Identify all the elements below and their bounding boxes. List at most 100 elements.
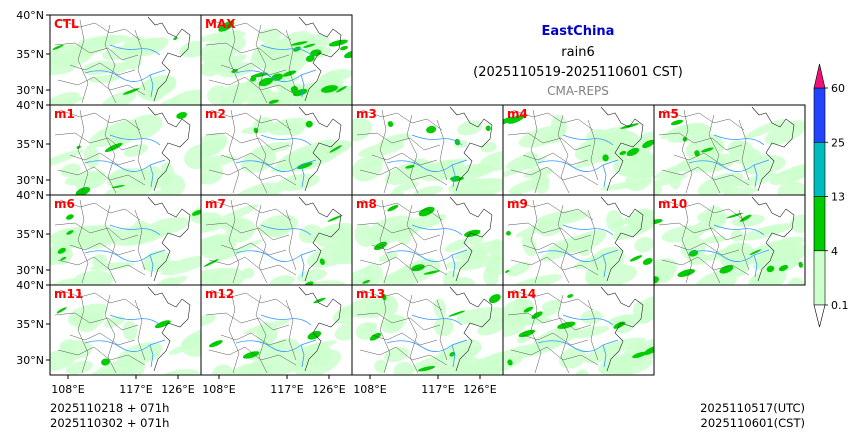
moderate-rain-area [726,212,743,219]
province-border [210,289,292,311]
light-rain-area [741,154,786,175]
light-rain-area [201,217,225,232]
panel-map [503,285,654,375]
light-rain-area [248,341,285,361]
panel-frame [502,284,655,376]
river [713,224,765,236]
light-rain-area [383,347,410,363]
light-rain-area [703,244,745,261]
lon-tick-label: 126°E [463,383,496,396]
coastline [449,196,493,282]
moderate-rain-area [749,249,762,255]
lon-tick-label: 117°E [421,383,454,396]
coastline [298,106,342,192]
light-rain-area [438,159,463,173]
province-border [208,256,297,276]
province-border [205,312,290,331]
title-variable: rain6 [561,45,594,60]
province-border [205,222,290,241]
moderate-rain-area [654,219,663,225]
moderate-rain-area [66,230,74,235]
province-border [220,242,287,256]
province-border [228,199,240,284]
light-rain-area [697,172,744,195]
moderate-rain-area [250,76,257,82]
province-border [228,289,240,374]
moderate-rain-area [654,276,659,284]
light-rain-area [503,313,533,324]
panel-map [50,195,201,285]
light-rain-area [401,368,449,375]
province-border [673,152,740,166]
light-rain-area [392,181,419,193]
moderate-rain-area [104,142,123,153]
province-border [359,166,448,186]
moderate-rain-area [327,215,343,222]
moderate-rain-area [485,125,491,132]
light-rain-area [104,316,126,328]
light-rain-area [122,320,138,341]
light-rain-area [503,156,547,178]
province-border [507,312,592,331]
province-border [228,109,240,194]
title-period: (2025110519-2025110601 CST) [473,65,683,80]
light-rain-area [231,182,283,195]
colorbar: 0.1 4 13 25 60 [813,63,849,328]
river [260,134,312,146]
river [84,339,166,352]
lat-tick-label: 30°N [16,354,44,367]
panel-label: m12 [205,287,234,301]
panel-label: m10 [658,197,687,211]
river [753,164,758,188]
light-rain-area [488,239,503,261]
river [562,314,614,326]
province-border [54,312,139,331]
moderate-rain-area [387,121,394,128]
light-rain-area [457,120,483,136]
light-rain-area [352,296,395,318]
panel-m12: m12 [200,284,353,376]
light-rain-area [144,189,171,195]
moderate-rain-area [313,297,326,304]
river [386,159,468,172]
moderate-rain-area [423,270,441,275]
moderate-rain-area [643,346,654,356]
moderate-rain-area [173,36,178,41]
light-rain-area [692,269,738,285]
river [84,249,166,262]
light-rain-area [89,262,135,271]
lat-tick-label: 40°N [16,9,44,22]
footer-left-line2: 2025110302 + 071h [50,416,169,430]
colorbar-level-label: 13 [831,191,845,204]
moderate-rain-area [374,241,387,251]
river [386,249,468,262]
province-border [77,199,89,284]
moderate-rain-area [506,230,511,236]
moderate-rain-area [154,320,171,329]
moderate-rain-area [191,209,201,216]
moderate-rain-area [557,321,576,329]
province-border [104,294,117,374]
lon-tick-label: 117°E [119,383,152,396]
panel-m1: m1 [49,104,202,196]
province-border [59,19,141,41]
moderate-rain-area [503,116,514,126]
province-border [69,62,136,76]
title-source: CMA-REPS [547,84,609,98]
moderate-rain-area [101,358,110,366]
province-border [557,204,570,284]
light-rain-area [141,260,179,270]
light-rain-area [765,120,805,145]
moderate-rain-area [694,150,700,157]
panel-map [352,195,503,285]
lon-tick-label: 126°E [161,383,194,396]
moderate-rain-area [336,86,347,93]
light-rain-area [213,239,264,263]
moderate-rain-area [291,41,308,46]
light-rain-area [477,318,503,336]
light-rain-area [641,151,654,170]
lat-tick-label: 40°N [16,99,44,112]
panel-label: m7 [205,197,226,211]
province-border [681,109,693,194]
light-rain-area [485,256,503,275]
